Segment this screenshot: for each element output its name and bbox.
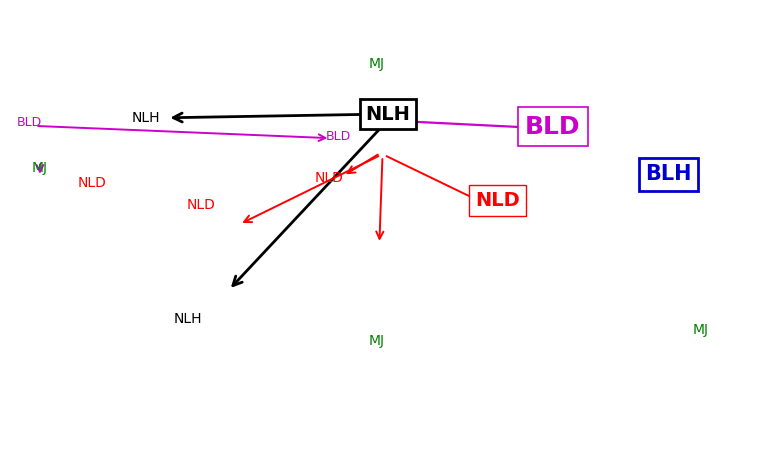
Text: NLD: NLD [314,171,343,184]
Text: MJ: MJ [693,323,708,337]
Text: NLH: NLH [131,111,161,125]
Text: MJ: MJ [369,58,384,71]
Text: MJ: MJ [369,334,384,347]
Text: BLH: BLH [645,164,691,184]
Text: BLD: BLD [326,130,350,143]
Text: NLD: NLD [475,191,520,210]
Text: NLD: NLD [78,177,107,190]
Text: NLD: NLD [187,198,216,212]
Text: MJ: MJ [32,161,48,174]
Text: NLH: NLH [366,105,410,124]
Text: NLH: NLH [174,313,203,326]
Text: BLD: BLD [525,115,581,139]
Text: BLD: BLD [17,116,41,129]
